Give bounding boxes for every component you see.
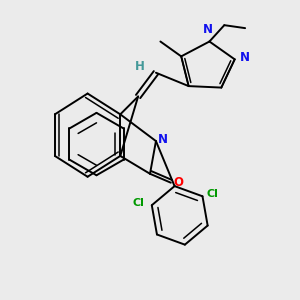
Text: N: N bbox=[203, 23, 213, 36]
Text: N: N bbox=[240, 51, 250, 64]
Text: O: O bbox=[174, 176, 184, 189]
Text: Cl: Cl bbox=[207, 189, 219, 199]
Text: H: H bbox=[135, 60, 145, 73]
Text: Cl: Cl bbox=[133, 198, 144, 208]
Text: N: N bbox=[158, 133, 168, 146]
